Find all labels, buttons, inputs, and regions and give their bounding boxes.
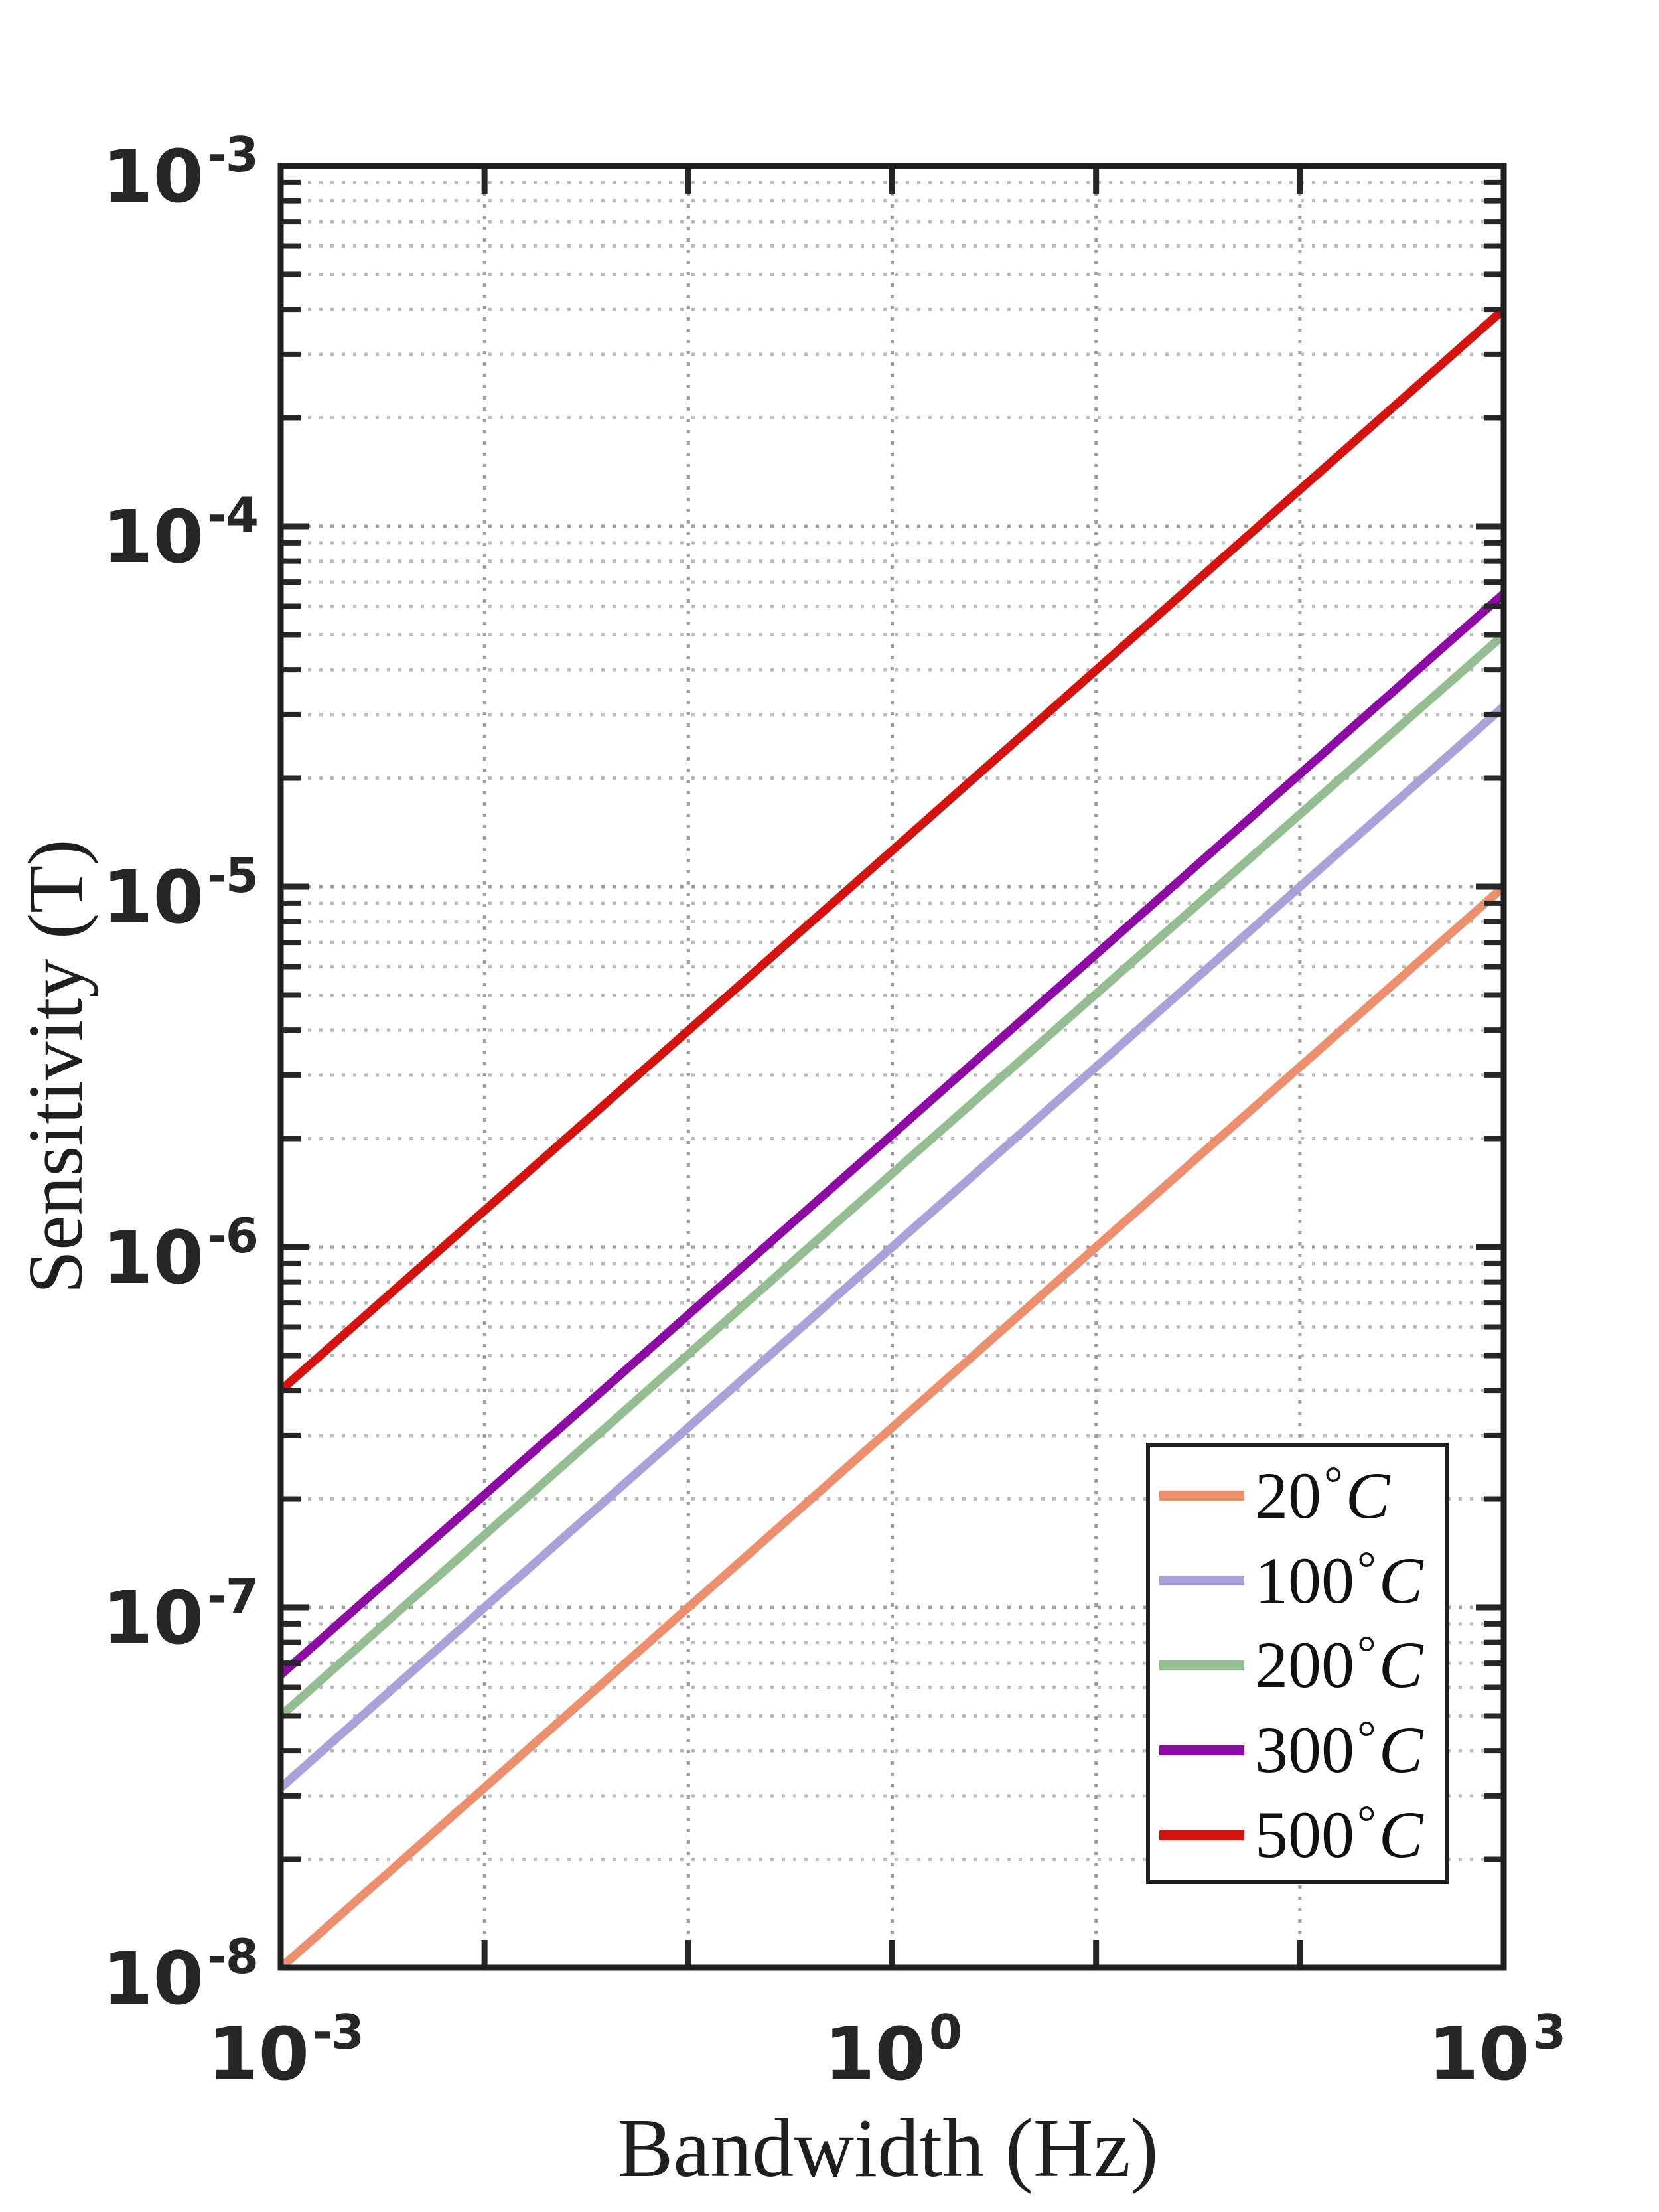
legend-item-500c: 500°C xyxy=(1150,1799,1445,1868)
y-tick-base: 10 xyxy=(102,855,204,940)
degree-symbol: ° xyxy=(1357,1711,1376,1765)
celsius-symbol: C xyxy=(1378,1543,1423,1617)
x-axis-label: Bandwidth (Hz) xyxy=(617,2102,1159,2195)
legend-swatch-500c xyxy=(1159,1830,1244,1840)
legend-item-200c: 200°C xyxy=(1150,1629,1445,1698)
x-tick-base: 10 xyxy=(1427,2012,1530,2097)
degree-symbol: ° xyxy=(1324,1456,1343,1510)
y-axis-label: Sensitivity (T) xyxy=(12,839,99,1294)
y-tick-base: 10 xyxy=(102,1936,204,2021)
y-tick-exponent: -6 xyxy=(207,1208,259,1264)
degree-symbol: ° xyxy=(1357,1796,1376,1850)
legend: 20°C 100°C 200°C 300°C 500°C xyxy=(1146,1443,1449,1884)
legend-label-20c: 20°C xyxy=(1255,1459,1390,1529)
legend-swatch-20c xyxy=(1159,1491,1244,1501)
y-tick-exponent: -7 xyxy=(207,1568,259,1624)
y-tick-label-1e-7: 10-7 xyxy=(102,1572,259,1655)
y-tick-label-1e-5: 10-5 xyxy=(102,851,259,934)
legend-value: 200 xyxy=(1255,1628,1354,1702)
celsius-symbol: C xyxy=(1345,1458,1390,1532)
x-tick-label-1e0: 100 xyxy=(824,2008,962,2091)
x-tick-label-1e3: 103 xyxy=(1428,2008,1566,2091)
y-tick-label-1e-8: 10-8 xyxy=(102,1933,259,2015)
x-tick-base: 10 xyxy=(824,2012,926,2097)
x-tick-exponent: -3 xyxy=(313,2004,364,2060)
legend-value: 100 xyxy=(1255,1543,1354,1617)
y-tick-exponent: -8 xyxy=(207,1929,259,1984)
x-tick-exponent: 3 xyxy=(1532,2004,1566,2060)
legend-swatch-100c xyxy=(1159,1576,1244,1586)
y-tick-base: 10 xyxy=(102,494,204,579)
celsius-symbol: C xyxy=(1378,1628,1423,1702)
celsius-symbol: C xyxy=(1378,1798,1423,1872)
y-tick-base: 10 xyxy=(102,1215,204,1300)
y-tick-exponent: -4 xyxy=(207,487,259,543)
degree-symbol: ° xyxy=(1357,1541,1376,1595)
y-tick-base: 10 xyxy=(102,134,204,219)
y-tick-base: 10 xyxy=(102,1576,204,1660)
legend-item-300c: 300°C xyxy=(1150,1714,1445,1783)
legend-value: 300 xyxy=(1255,1713,1354,1787)
legend-label-100c: 100°C xyxy=(1255,1544,1423,1614)
y-tick-label-1e-3: 10-3 xyxy=(102,131,259,213)
y-tick-label-1e-6: 10-6 xyxy=(102,1212,259,1294)
y-tick-exponent: -5 xyxy=(207,848,259,903)
legend-label-500c: 500°C xyxy=(1255,1799,1423,1868)
legend-swatch-300c xyxy=(1159,1745,1244,1755)
y-tick-exponent: -3 xyxy=(207,127,259,183)
legend-value: 20 xyxy=(1255,1458,1321,1532)
legend-value: 500 xyxy=(1255,1798,1354,1872)
y-tick-label-1e-4: 10-4 xyxy=(102,491,259,573)
x-tick-base: 10 xyxy=(207,2012,310,2097)
legend-item-20c: 20°C xyxy=(1150,1459,1445,1529)
x-tick-exponent: 0 xyxy=(928,2004,962,2060)
x-tick-label-1e-3: 10-3 xyxy=(208,2008,364,2091)
degree-symbol: ° xyxy=(1357,1626,1376,1680)
legend-swatch-200c xyxy=(1159,1660,1244,1670)
legend-item-100c: 100°C xyxy=(1150,1544,1445,1614)
celsius-symbol: C xyxy=(1378,1713,1423,1787)
legend-label-200c: 200°C xyxy=(1255,1629,1423,1698)
legend-label-300c: 300°C xyxy=(1255,1714,1423,1783)
